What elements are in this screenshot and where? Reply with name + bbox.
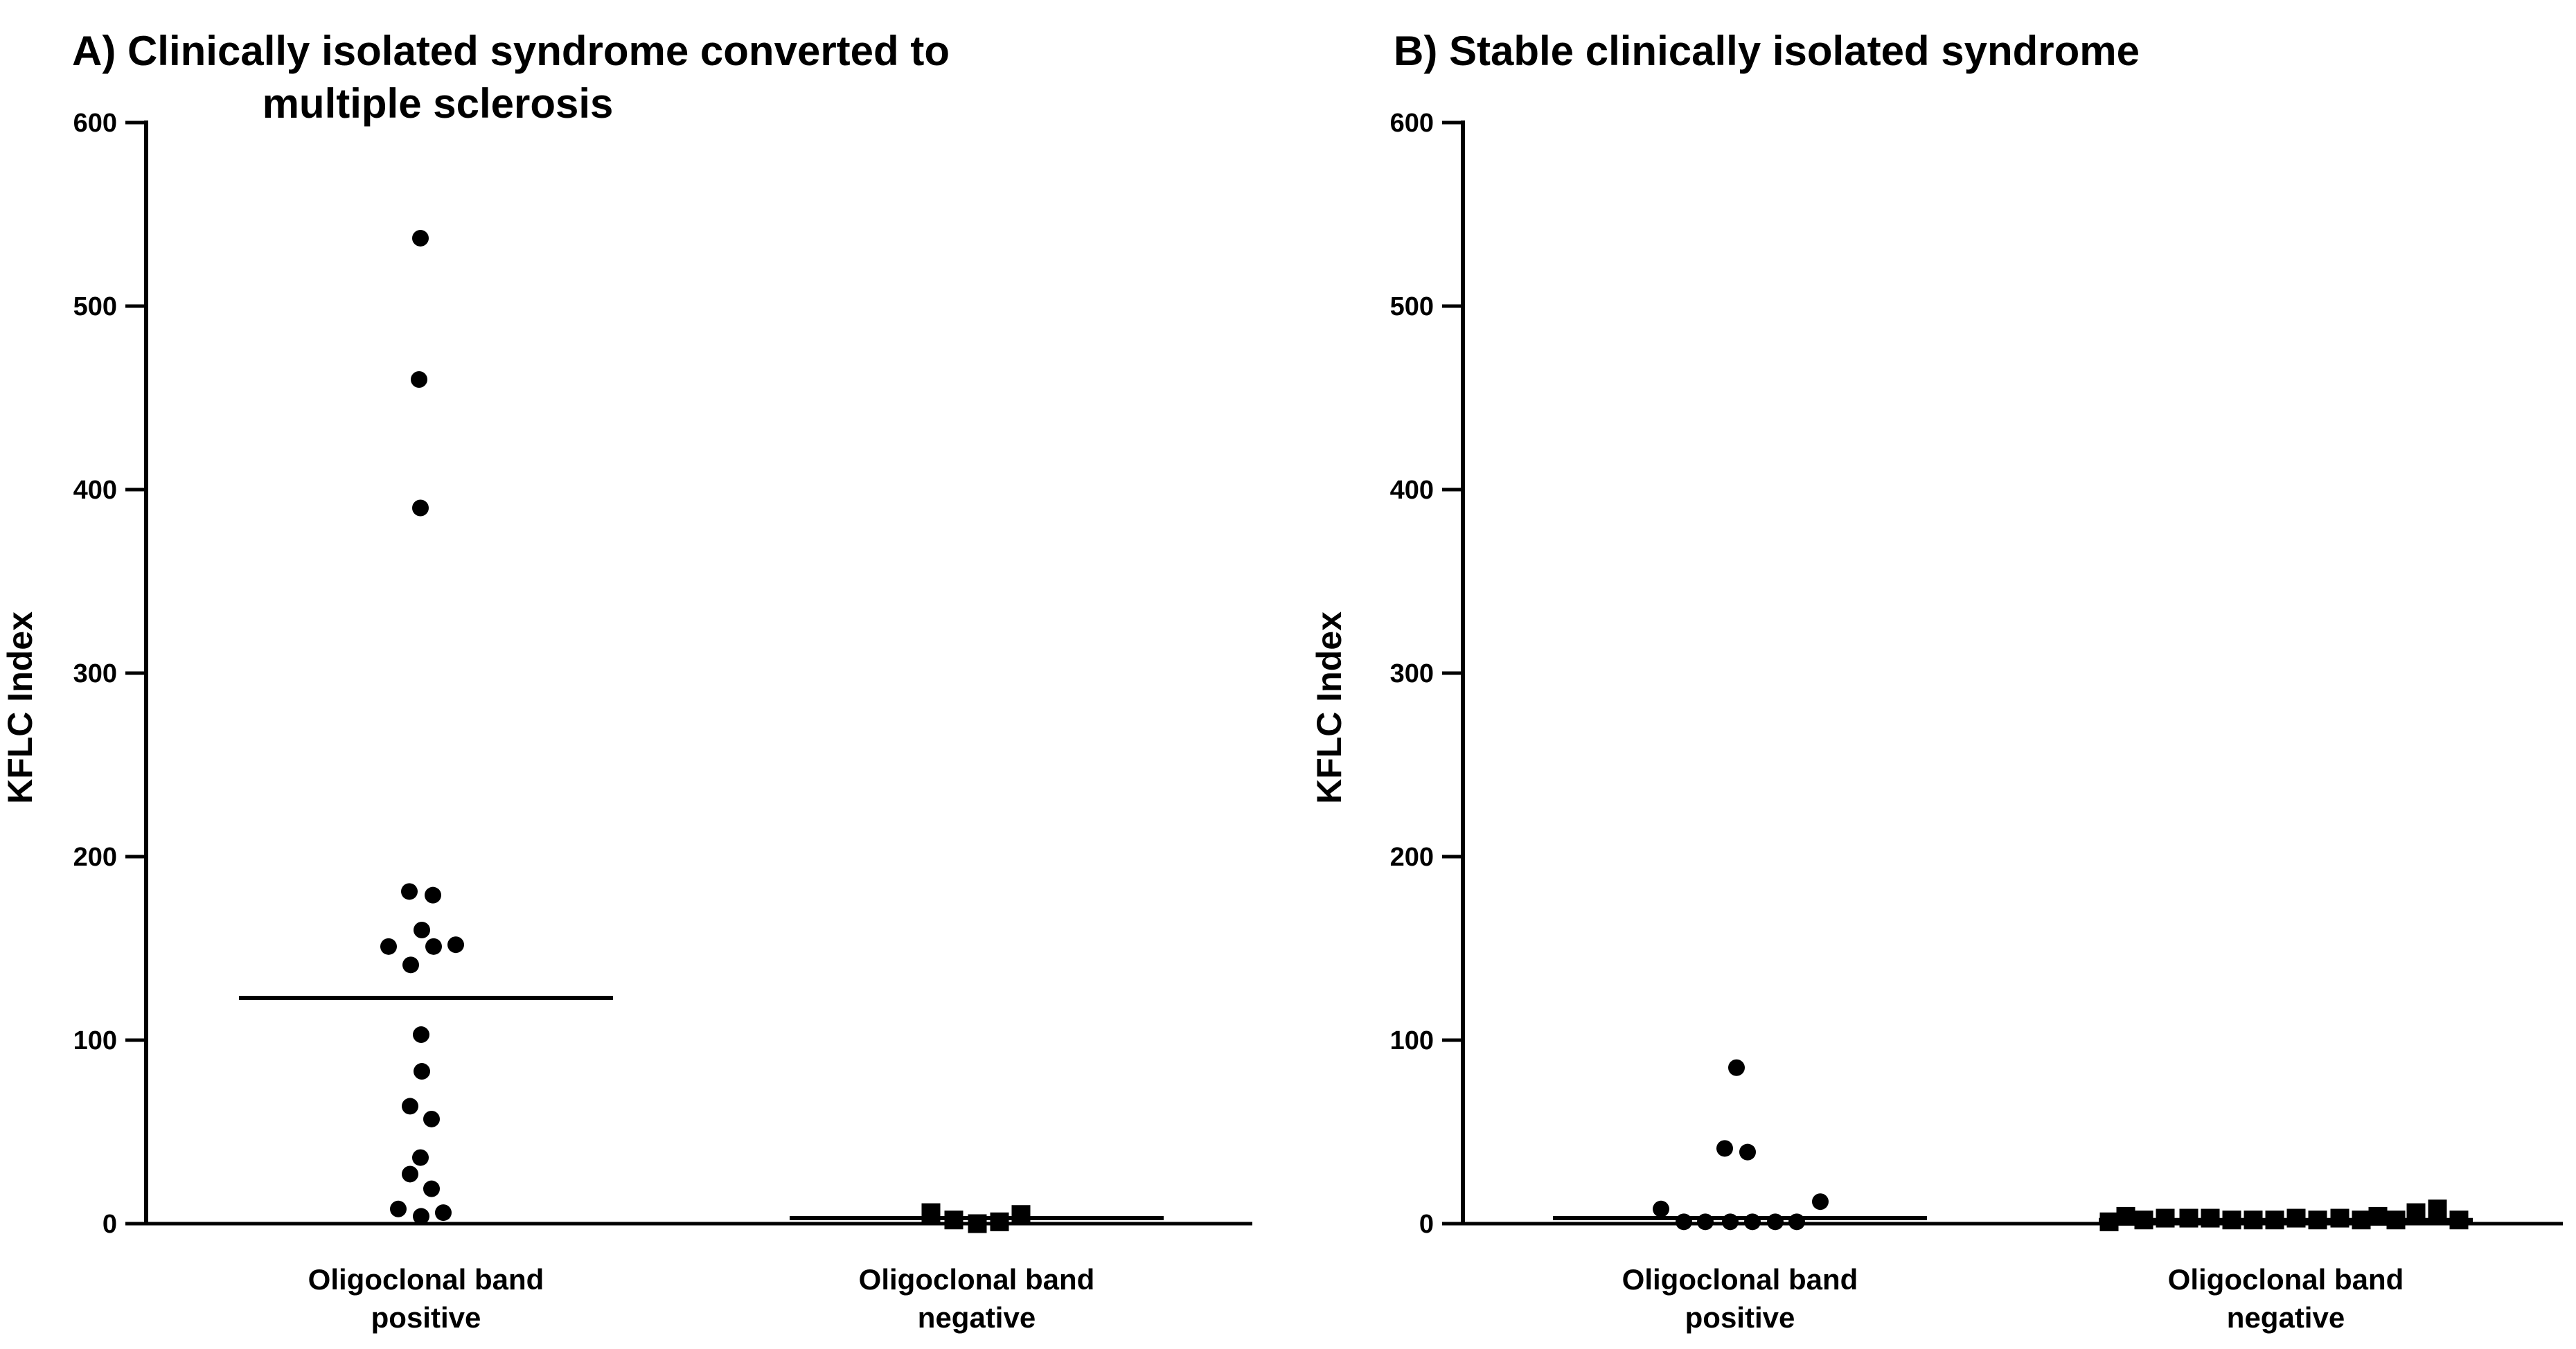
data-point xyxy=(1653,1200,1669,1217)
data-point xyxy=(1722,1213,1739,1231)
data-point xyxy=(2330,1208,2350,1228)
data-point xyxy=(1812,1193,1829,1210)
data-point xyxy=(1697,1213,1714,1231)
data-point xyxy=(447,936,464,954)
data-point xyxy=(413,1026,429,1044)
data-point xyxy=(1739,1143,1756,1161)
data-point xyxy=(921,1203,941,1222)
data-point xyxy=(2156,1208,2175,1228)
category-label: Oligoclonal band xyxy=(2168,1263,2404,1296)
category-label: Oligoclonal band xyxy=(1622,1263,1858,1296)
panel-A: A) Clinically isolated syndrome converte… xyxy=(1,28,1252,1334)
category-label: positive xyxy=(1685,1301,1795,1334)
data-point xyxy=(2134,1210,2153,1230)
data-point xyxy=(2265,1210,2284,1230)
panel-title: A) Clinically isolated syndrome converte… xyxy=(72,28,950,74)
data-point xyxy=(412,229,429,247)
data-point xyxy=(1728,1059,1745,1076)
data-point xyxy=(1716,1140,1733,1157)
y-tick-label: 200 xyxy=(1390,843,1434,872)
panel-title: multiple sclerosis xyxy=(263,80,614,127)
y-tick-label: 500 xyxy=(73,292,117,321)
y-tick-label: 300 xyxy=(1390,659,1434,688)
data-point xyxy=(2386,1210,2406,1230)
data-point xyxy=(2244,1210,2263,1230)
data-point xyxy=(412,499,429,517)
data-point xyxy=(968,1214,987,1233)
data-point xyxy=(435,1204,452,1222)
category-label: positive xyxy=(371,1301,481,1334)
data-point xyxy=(944,1210,963,1230)
data-point xyxy=(1676,1213,1692,1231)
data-point xyxy=(2308,1210,2327,1230)
data-point xyxy=(380,938,397,955)
y-tick-label: 600 xyxy=(1390,109,1434,138)
data-point xyxy=(402,1098,418,1115)
data-point xyxy=(412,1149,429,1166)
y-tick-label: 200 xyxy=(73,843,117,872)
y-tick-label: 0 xyxy=(103,1210,117,1239)
data-point xyxy=(425,938,442,955)
data-point xyxy=(413,1208,429,1225)
data-point xyxy=(423,1110,440,1127)
data-point xyxy=(2179,1208,2199,1228)
y-tick-label: 100 xyxy=(73,1026,117,1055)
data-point xyxy=(1788,1213,1805,1231)
y-axis-title: KFLC Index xyxy=(1310,611,1349,804)
y-tick-label: 0 xyxy=(1419,1210,1434,1239)
y-tick-label: 400 xyxy=(73,476,117,505)
data-point xyxy=(2406,1203,2426,1222)
panel-title: B) Stable clinically isolated syndrome xyxy=(1394,28,2140,74)
y-tick-label: 300 xyxy=(73,659,117,688)
data-point xyxy=(1011,1205,1031,1224)
y-axis-title: KFLC Index xyxy=(1,611,39,804)
data-point xyxy=(2222,1210,2241,1230)
data-point xyxy=(990,1212,1009,1231)
data-point xyxy=(2368,1206,2388,1226)
category-label: negative xyxy=(2227,1301,2345,1334)
data-point xyxy=(425,886,441,904)
data-point xyxy=(2352,1210,2371,1230)
data-point xyxy=(411,371,427,388)
data-point xyxy=(2286,1208,2306,1228)
category-label: Oligoclonal band xyxy=(308,1263,544,1296)
data-point xyxy=(2201,1208,2220,1228)
data-point xyxy=(402,956,419,974)
data-point xyxy=(2099,1212,2119,1231)
data-point xyxy=(2428,1199,2447,1219)
y-tick-label: 500 xyxy=(1390,292,1434,321)
data-point xyxy=(390,1200,407,1217)
category-label: negative xyxy=(918,1301,1036,1334)
y-tick-label: 100 xyxy=(1390,1026,1434,1055)
y-tick-label: 600 xyxy=(73,109,117,138)
category-label: Oligoclonal band xyxy=(859,1263,1095,1296)
y-tick-label: 400 xyxy=(1390,476,1434,505)
data-point xyxy=(414,1063,430,1080)
data-point xyxy=(1767,1213,1784,1231)
data-point xyxy=(402,1165,418,1183)
panel-B: B) Stable clinically isolated syndrome KF… xyxy=(1310,28,2563,1334)
data-point xyxy=(401,883,418,900)
data-point xyxy=(423,1180,440,1197)
data-point xyxy=(2449,1210,2469,1230)
data-point xyxy=(2116,1206,2135,1226)
data-point xyxy=(1744,1213,1761,1231)
data-point xyxy=(414,922,430,938)
